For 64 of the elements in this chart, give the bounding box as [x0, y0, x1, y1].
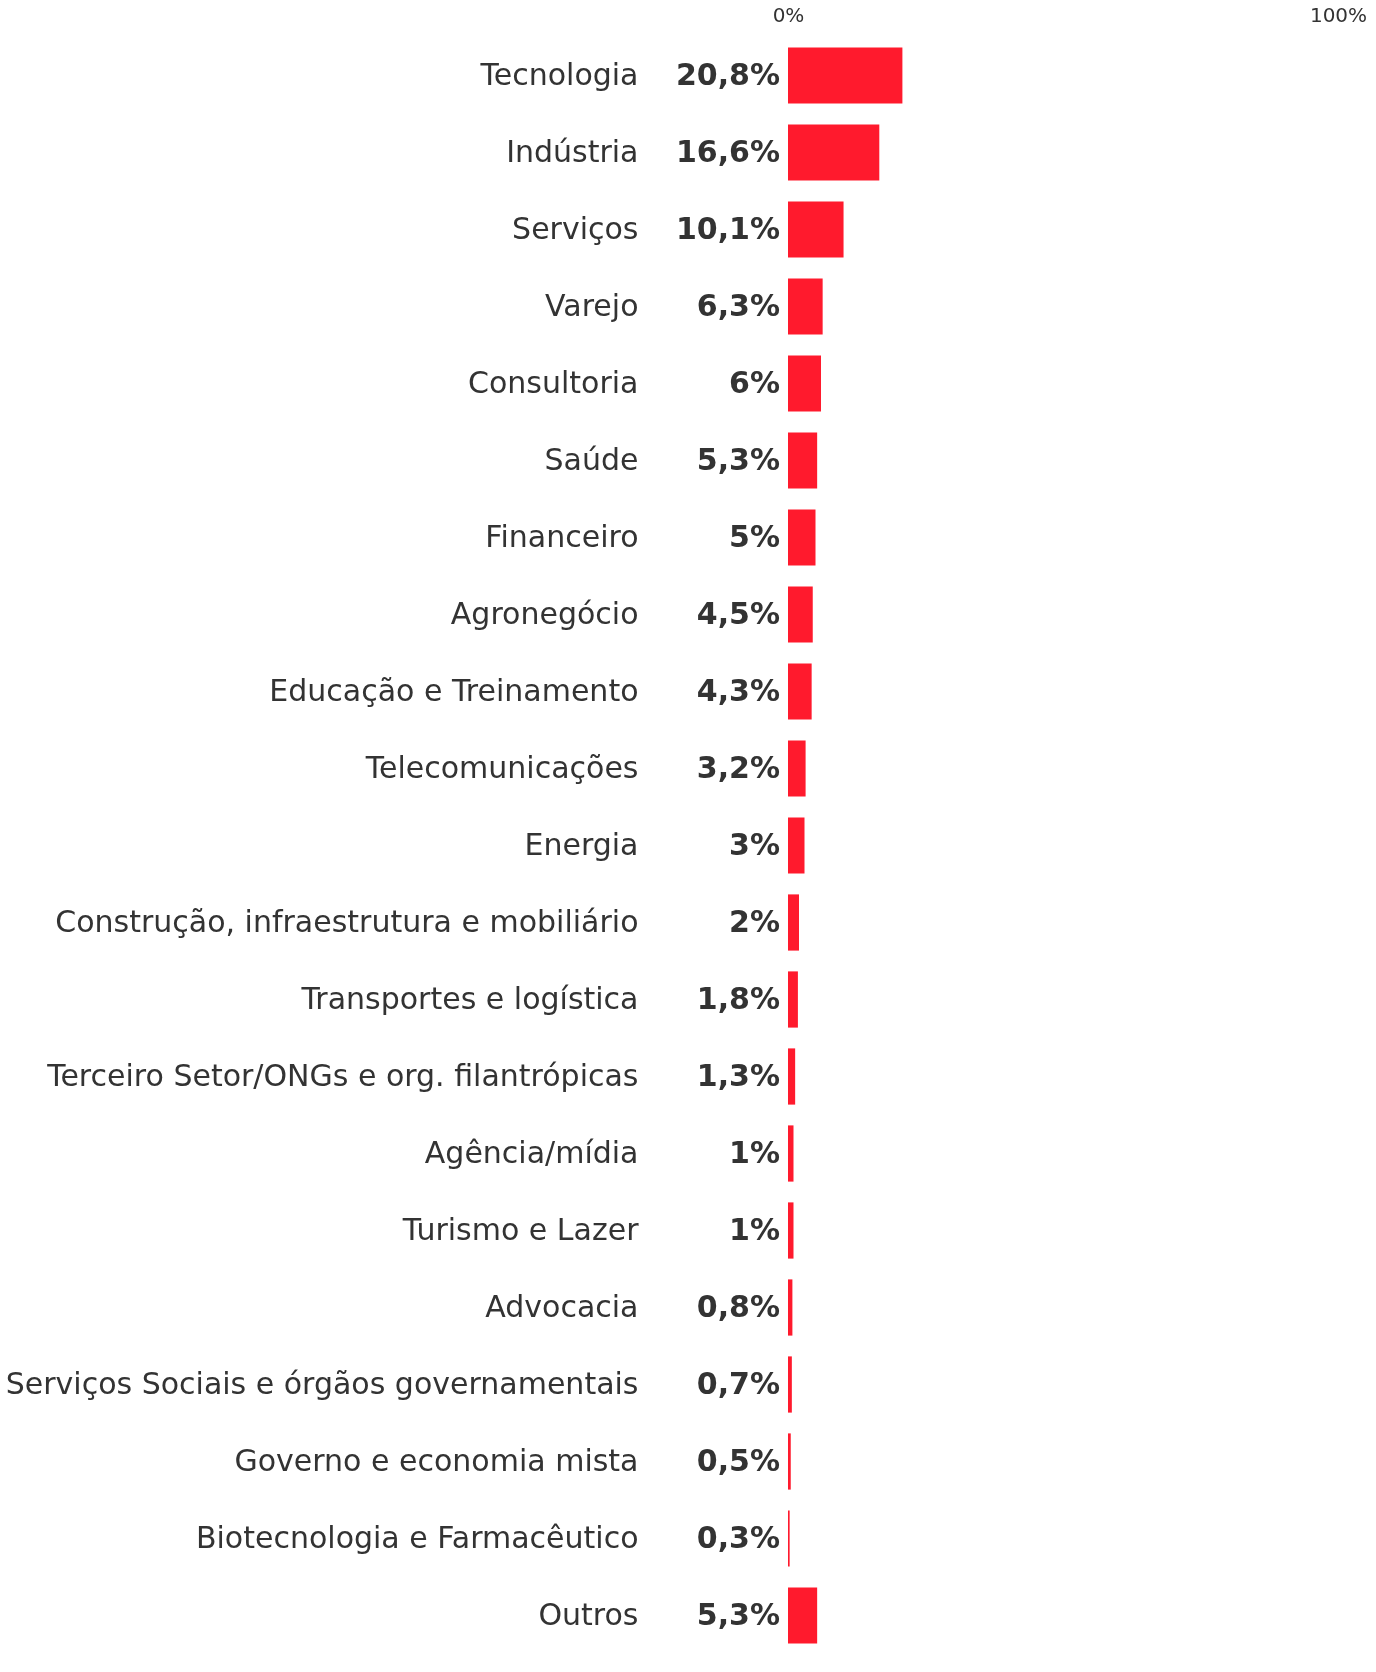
- bar: [788, 1356, 792, 1413]
- bar: [788, 432, 818, 489]
- bar: [788, 1125, 794, 1182]
- data-label: 0,8%: [696, 1288, 780, 1324]
- bar: [788, 1279, 793, 1336]
- y-tick-label: Tecnologia: [479, 56, 639, 92]
- bar: [788, 509, 816, 566]
- bar: [788, 355, 821, 412]
- y-tick-label: Transportes e logística: [300, 980, 639, 1016]
- y-tick-label: Indústria: [506, 133, 639, 169]
- data-label: 20,8%: [675, 56, 780, 92]
- data-label: 5,3%: [696, 441, 780, 477]
- data-label: 3,2%: [696, 749, 780, 785]
- data-label: 1%: [729, 1134, 780, 1170]
- y-tick-label: Construção, infraestrutura e mobiliário: [55, 903, 639, 939]
- y-tick-label: Varejo: [545, 287, 639, 323]
- y-tick-label: Turismo e Lazer: [401, 1211, 640, 1247]
- bar: [788, 1048, 796, 1105]
- bar: [788, 201, 844, 258]
- x-tick-label: 0%: [772, 2, 805, 27]
- y-tick-label: Saúde: [544, 441, 639, 477]
- data-label: 4,5%: [696, 595, 780, 631]
- bar: [788, 1433, 791, 1490]
- data-label: 0,3%: [696, 1519, 780, 1555]
- data-label: 2%: [729, 903, 780, 939]
- y-tick-label: Agronegócio: [450, 595, 639, 631]
- bar: [788, 586, 813, 643]
- bar: [788, 1587, 818, 1644]
- bar: [788, 663, 812, 720]
- y-tick-label: Terceiro Setor/ONGs e org. filantrópicas: [46, 1057, 639, 1093]
- data-label: 0,5%: [696, 1442, 780, 1478]
- bar: [788, 124, 880, 181]
- y-tick-label: Biotecnologia e Farmacêutico: [195, 1519, 639, 1555]
- y-tick-label: Governo e economia mista: [234, 1442, 639, 1478]
- data-label: 10,1%: [675, 210, 780, 246]
- bar: [788, 278, 823, 335]
- data-label: 5%: [729, 518, 780, 554]
- bar: [788, 817, 805, 874]
- y-tick-label: Advocacia: [485, 1288, 639, 1324]
- data-label: 3%: [729, 826, 780, 862]
- y-tick-label: Agência/mídia: [424, 1134, 639, 1170]
- bar: [788, 1202, 794, 1259]
- data-label: 5,3%: [696, 1596, 780, 1632]
- data-label: 16,6%: [675, 133, 780, 169]
- data-label: 1,3%: [696, 1057, 780, 1093]
- x-tick-label: 100%: [1309, 2, 1368, 27]
- data-label: 1,8%: [696, 980, 780, 1016]
- bar: [788, 971, 798, 1028]
- y-tick-label: Consultoria: [468, 364, 639, 400]
- bar: [788, 740, 806, 797]
- y-tick-label: Telecomunicações: [364, 749, 639, 785]
- data-label: 4,3%: [696, 672, 780, 708]
- data-label: 1%: [729, 1211, 780, 1247]
- data-label: 6%: [729, 364, 780, 400]
- bar: [788, 894, 799, 951]
- y-tick-label: Serviços: [512, 210, 639, 246]
- y-tick-label: Financeiro: [485, 518, 639, 554]
- data-label: 0,7%: [696, 1365, 780, 1401]
- data-label: 6,3%: [696, 287, 780, 323]
- y-tick-label: Serviços Sociais e órgãos governamentais: [5, 1365, 639, 1401]
- y-tick-label: Outros: [538, 1596, 639, 1632]
- y-tick-label: Educação e Treinamento: [269, 672, 639, 708]
- y-tick-label: Energia: [524, 826, 639, 862]
- bar: [788, 47, 903, 104]
